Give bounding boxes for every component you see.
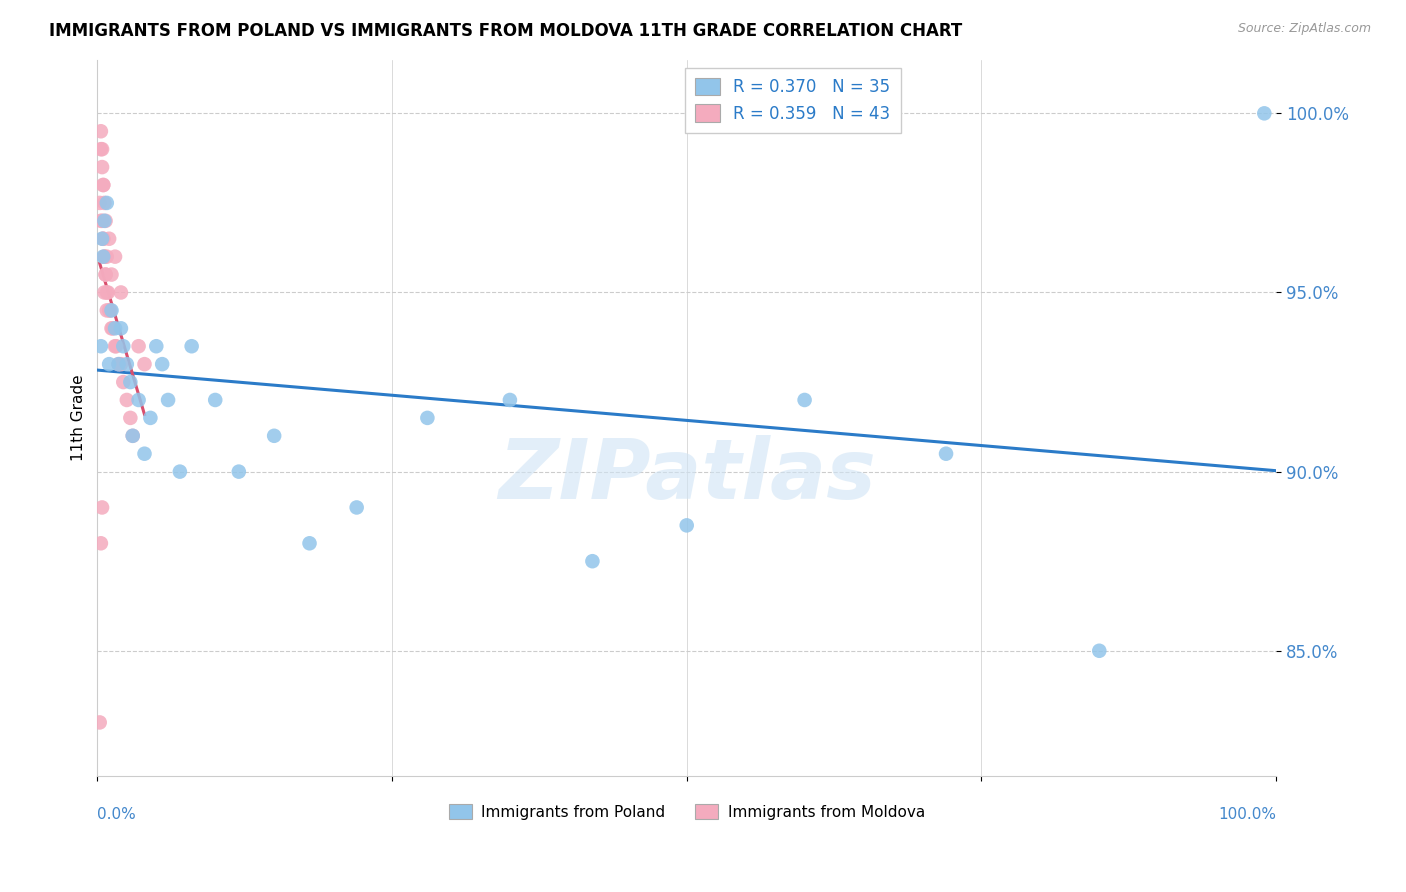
Text: IMMIGRANTS FROM POLAND VS IMMIGRANTS FROM MOLDOVA 11TH GRADE CORRELATION CHART: IMMIGRANTS FROM POLAND VS IMMIGRANTS FRO… [49,22,963,40]
Point [96,303,118,318]
Point [134,447,156,461]
Point [110,285,132,300]
Point [104,339,127,353]
Point [128,392,150,407]
Point [91,178,114,192]
Point [98,303,121,318]
Point [91,142,114,156]
Point [180,339,202,353]
Point [112,375,135,389]
Point [1253,106,1275,120]
Point [101,321,124,335]
Point [104,250,127,264]
Point [139,410,162,425]
Point [94,268,117,282]
Point [89,195,111,210]
Point [115,357,138,371]
Point [93,195,115,210]
Point [98,303,121,318]
Point [128,339,150,353]
Point [145,339,167,353]
Point [675,518,697,533]
Point [169,465,191,479]
Point [110,321,132,335]
Text: Source: ZipAtlas.com: Source: ZipAtlas.com [1237,22,1371,36]
Point [793,392,815,407]
Point [91,160,114,174]
Y-axis label: 11th Grade: 11th Grade [72,375,86,461]
Point [100,303,122,318]
Point [96,250,118,264]
Point [93,250,115,264]
Point [93,214,115,228]
Point [263,429,285,443]
Point [581,554,603,568]
Point [121,429,143,443]
Point [112,339,135,353]
Point [228,465,250,479]
Point [935,447,957,461]
Point [91,232,114,246]
Point [97,285,120,300]
Point [90,142,112,156]
Point [346,500,368,515]
Point [120,375,142,389]
Point [91,214,114,228]
Point [107,357,129,371]
Point [98,232,121,246]
Point [91,178,114,192]
Point [90,214,112,228]
Point [91,250,114,264]
Point [90,536,112,550]
Point [90,124,112,138]
Point [416,410,439,425]
Point [1088,644,1111,658]
Point [100,321,122,335]
Point [104,321,127,335]
Point [120,410,142,425]
Point [499,392,522,407]
Point [100,268,122,282]
Point [96,195,118,210]
Text: 100.0%: 100.0% [1218,806,1277,822]
Point [134,357,156,371]
Point [91,500,114,515]
Point [204,392,226,407]
Legend: Immigrants from Poland, Immigrants from Moldova: Immigrants from Poland, Immigrants from … [443,797,931,826]
Text: 0.0%: 0.0% [97,806,136,822]
Point [90,339,112,353]
Point [157,392,180,407]
Text: ZIPatlas: ZIPatlas [498,434,876,516]
Point [110,357,132,371]
Point [93,285,115,300]
Point [121,429,143,443]
Point [91,232,114,246]
Point [96,285,118,300]
Point [105,339,128,353]
Point [115,392,138,407]
Point [91,232,114,246]
Point [94,268,117,282]
Point [298,536,321,550]
Point [98,357,121,371]
Point [89,715,111,730]
Point [150,357,173,371]
Point [94,214,117,228]
Point [107,357,129,371]
Point [93,250,115,264]
